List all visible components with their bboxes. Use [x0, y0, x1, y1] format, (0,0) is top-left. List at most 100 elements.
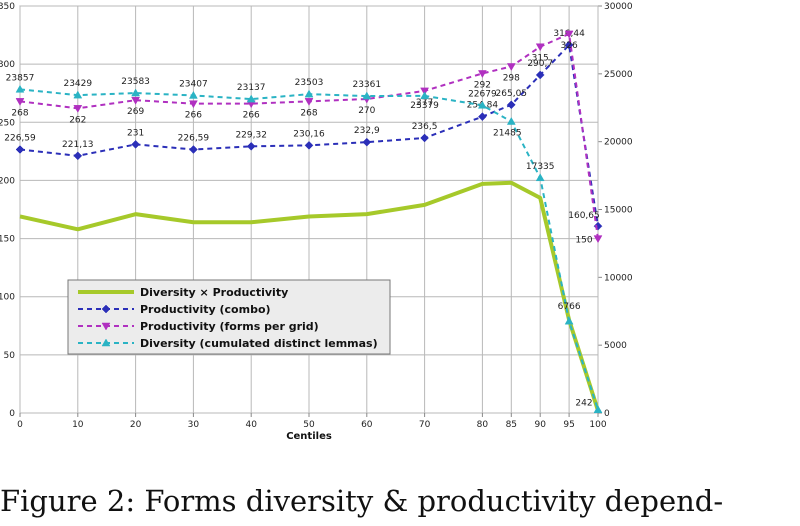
x-tick-label: 30	[188, 420, 200, 430]
data-label: 232,9	[354, 126, 380, 136]
y-tick-label: 150	[0, 235, 15, 245]
series-3-point	[246, 94, 256, 103]
series-3-point	[15, 84, 25, 93]
y2-tick-label: 0	[604, 409, 610, 419]
y2-tick-label: 15000	[604, 206, 633, 216]
x-tick-label: 85	[506, 420, 517, 430]
x-tick-label: 100	[589, 420, 606, 430]
figure-caption: Figure 2: Forms diversity & productivity…	[0, 484, 724, 518]
x-tick-label: 50	[303, 420, 315, 430]
x-tick-label: 60	[361, 420, 373, 430]
series-1-point	[362, 137, 372, 147]
series-2-point	[593, 235, 603, 244]
y-tick-label: 50	[4, 351, 16, 361]
y-tick-label: 100	[0, 293, 15, 303]
series-2-point	[131, 96, 141, 105]
legend-marker	[101, 338, 111, 347]
y2-tick-label: 5000	[604, 341, 627, 351]
data-label: 268	[11, 108, 28, 118]
x-axis-title: Centiles	[286, 431, 332, 442]
x-tick-label: 90	[534, 420, 546, 430]
data-label: 23407	[179, 79, 208, 89]
series-2-point	[535, 43, 545, 52]
series-1-point	[189, 145, 198, 154]
legend-marker	[101, 304, 111, 314]
data-label: 236,5	[412, 122, 438, 132]
data-label: 226,59	[4, 134, 36, 144]
data-label: 231	[127, 128, 144, 138]
x-tick-label: 95	[563, 420, 574, 430]
series-3-point	[564, 316, 574, 325]
series-3-point	[188, 90, 198, 99]
legend-label: Diversity (cumulated distinct lemmas)	[140, 337, 378, 350]
data-label: 221,13	[62, 140, 94, 150]
series-3-point	[304, 89, 314, 98]
data-label: 326	[561, 41, 578, 51]
series-1-point	[73, 151, 83, 161]
series-1-point	[304, 141, 314, 150]
x-tick-label: 40	[245, 420, 257, 430]
data-label: 315	[532, 54, 549, 64]
data-label: 23379	[410, 101, 439, 111]
y-tick-label: 0	[9, 409, 15, 419]
data-label: 160,65	[568, 211, 600, 221]
line-chart: 0501001502002503003500500010000150002000…	[0, 2, 633, 442]
y-tick-label: 300	[0, 60, 15, 70]
data-label: 226,59	[178, 134, 210, 144]
y2-tick-label: 20000	[604, 138, 633, 148]
y2-tick-label: 25000	[604, 70, 633, 80]
series-2-point	[15, 98, 25, 106]
series-2-point	[564, 30, 574, 39]
x-tick-label: 20	[130, 420, 142, 430]
series-3-point	[535, 173, 545, 182]
series-1-point	[15, 145, 25, 154]
data-label: 23857	[6, 73, 35, 83]
data-label: 292	[474, 80, 491, 90]
legend-label: Productivity (forms per grid)	[140, 320, 319, 333]
series-3-point	[593, 405, 603, 413]
data-label: 17335	[526, 162, 555, 172]
data-label: 298	[503, 73, 520, 83]
series-line-0	[19, 180, 600, 412]
data-label: 22679	[468, 89, 497, 99]
series-3-point	[506, 117, 516, 125]
series-3-point	[420, 91, 430, 100]
data-label: 230,16	[293, 129, 325, 139]
data-label: 269	[127, 107, 144, 117]
data-label: 262	[69, 115, 86, 125]
data-label: 150	[575, 236, 592, 246]
series-2-point	[477, 70, 487, 78]
y2-tick-label: 10000	[604, 273, 633, 283]
legend-label: Diversity × Productivity	[140, 286, 288, 299]
series-1-point	[506, 100, 516, 110]
x-tick-label: 80	[477, 420, 489, 430]
data-label: 23583	[121, 77, 150, 87]
legend-marker	[101, 322, 111, 331]
series-1-point	[535, 70, 545, 80]
x-tick-label: 0	[17, 420, 23, 430]
x-tick-label: 70	[419, 420, 431, 430]
data-label: 290,7	[527, 59, 553, 69]
data-label: 242	[575, 399, 592, 409]
data-label: 268	[300, 108, 317, 118]
data-label: 23361	[352, 80, 381, 90]
x-tick-label: 10	[72, 420, 84, 430]
data-label: 229,32	[235, 130, 267, 140]
data-label: 277	[416, 98, 433, 108]
y-tick-label: 350	[0, 2, 15, 12]
y-tick-label: 200	[0, 176, 15, 186]
y2-tick-label: 30000	[604, 2, 633, 12]
data-label: 266	[185, 111, 202, 121]
data-label: 266	[243, 111, 260, 121]
series-1-point	[246, 141, 256, 151]
series-1-point	[478, 112, 487, 122]
legend-label: Productivity (combo)	[140, 303, 271, 316]
series-1-point	[420, 133, 429, 143]
data-label: 23429	[63, 79, 92, 89]
series-3-point	[131, 88, 141, 97]
series-3-point	[362, 91, 372, 100]
series-2-point	[304, 98, 314, 106]
series-1-point	[131, 140, 140, 149]
series-3-point	[73, 90, 83, 99]
series-2-point	[188, 100, 198, 109]
